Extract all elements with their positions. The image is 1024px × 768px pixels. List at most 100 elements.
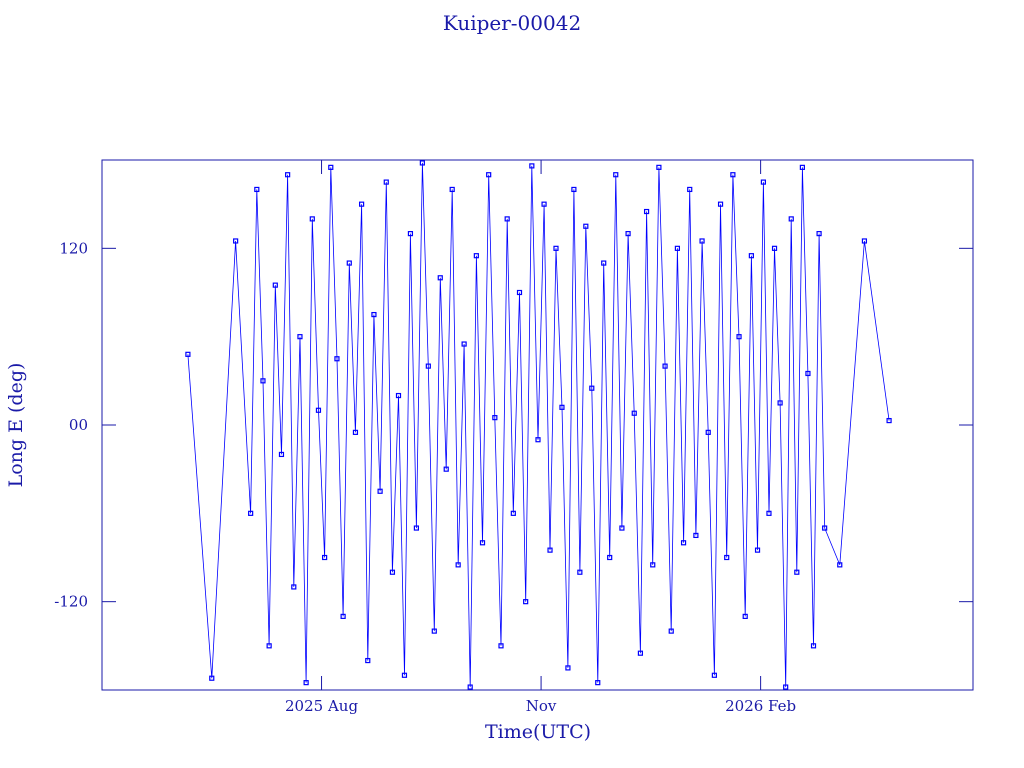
point: [492, 415, 498, 421]
point: [674, 245, 680, 251]
point: [260, 378, 266, 384]
point: [637, 650, 644, 656]
point: [736, 334, 742, 340]
point: [699, 238, 705, 244]
point: [822, 525, 828, 531]
point: [529, 163, 535, 169]
point: [322, 554, 328, 561]
point: [303, 680, 309, 686]
point: [510, 510, 516, 516]
point: [717, 201, 724, 207]
point: [565, 665, 571, 671]
point: [760, 179, 767, 185]
point: [389, 569, 396, 575]
point: [656, 164, 662, 170]
point: [334, 356, 340, 362]
point: [359, 201, 365, 207]
point: [886, 417, 892, 424]
point: [461, 341, 467, 347]
x-tick-label: 2025 Aug: [285, 697, 358, 715]
y-axis-title: Long E (deg): [5, 363, 27, 488]
point: [371, 311, 377, 318]
x-tick-label: 2026 Feb: [725, 697, 796, 715]
point: [541, 201, 547, 207]
point: [571, 186, 577, 193]
point: [254, 186, 260, 193]
point: [272, 282, 278, 288]
point: [233, 238, 239, 244]
point: [328, 164, 334, 170]
point: [467, 684, 473, 690]
point: [805, 370, 811, 377]
point: [266, 643, 272, 649]
point: [742, 613, 748, 619]
point: [589, 385, 595, 391]
point: [413, 525, 419, 531]
point: [407, 231, 414, 237]
point: [668, 628, 674, 634]
point: [315, 407, 322, 413]
y-tick-label: 00: [69, 416, 88, 434]
point: [783, 684, 789, 690]
point: [431, 628, 437, 634]
point: [748, 253, 754, 259]
point: [278, 451, 285, 458]
series-line: [187, 162, 890, 688]
point: [473, 253, 479, 259]
point: [799, 164, 805, 170]
point: [643, 208, 650, 215]
chart-title: Kuiper-00042: [443, 11, 581, 35]
y-tick-label: 120: [59, 239, 88, 257]
point: [583, 223, 589, 229]
point: [607, 554, 613, 561]
point: [730, 172, 736, 178]
point: [837, 562, 843, 568]
point: [523, 599, 529, 605]
point: [185, 351, 191, 357]
point: [395, 392, 402, 399]
point: [443, 466, 449, 472]
point: [479, 540, 486, 546]
point: [771, 245, 778, 251]
point: [754, 547, 761, 553]
point: [419, 160, 425, 166]
point: [650, 562, 656, 568]
point: [297, 334, 303, 340]
point: [766, 510, 772, 516]
point: [687, 186, 693, 193]
point: [693, 532, 699, 539]
point: [705, 429, 711, 435]
point: [810, 643, 817, 649]
point: [547, 547, 553, 553]
point: [346, 260, 352, 266]
point: [535, 437, 541, 443]
point: [425, 363, 431, 369]
point: [861, 238, 868, 244]
point: [365, 657, 371, 664]
x-tick-label: Nov: [526, 697, 557, 715]
point: [498, 643, 504, 649]
point: [559, 404, 565, 410]
point: [455, 562, 461, 568]
point: [816, 231, 822, 237]
point: [631, 410, 637, 416]
point: [724, 554, 730, 561]
point: [285, 172, 291, 178]
point: [383, 179, 389, 185]
point: [711, 672, 717, 678]
point: [248, 510, 254, 516]
point: [209, 675, 215, 681]
x-axis-title: Time(UTC): [485, 721, 591, 743]
point: [619, 525, 625, 531]
point: [516, 289, 523, 296]
point: [340, 613, 346, 619]
point: [291, 584, 297, 590]
point: [401, 672, 408, 678]
point: [553, 245, 559, 251]
point: [788, 216, 794, 222]
point: [601, 260, 607, 266]
point: [309, 216, 315, 222]
point: [449, 186, 455, 193]
